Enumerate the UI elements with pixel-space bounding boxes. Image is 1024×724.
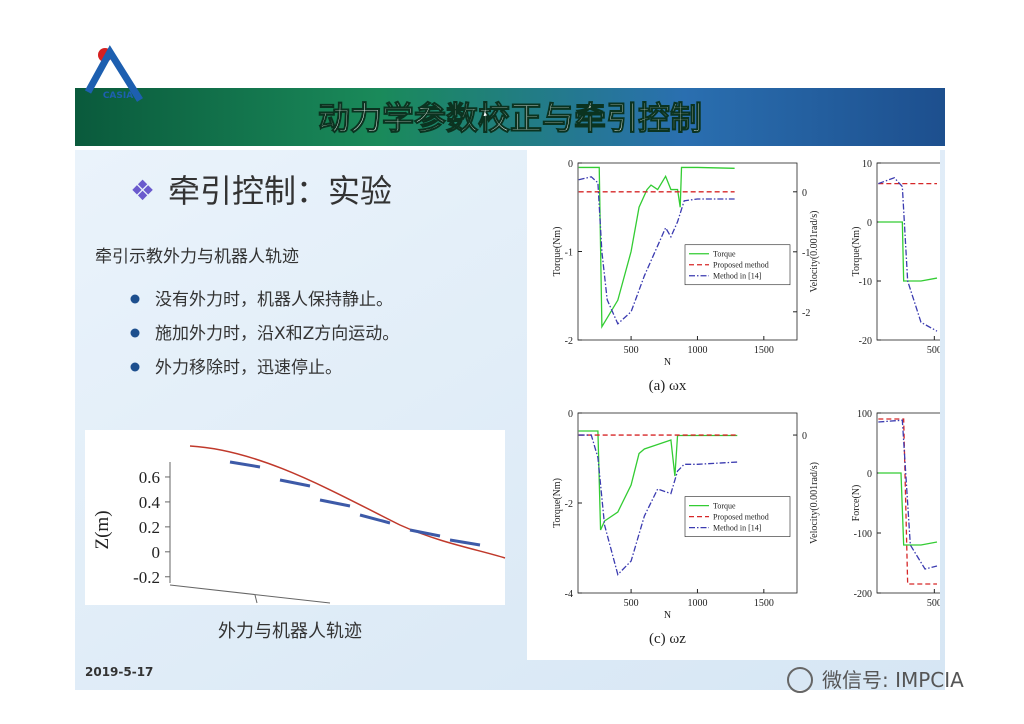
y2-tick-label: -1 [802,248,810,259]
trajectory-illustration [169,445,506,604]
series-line [878,418,937,585]
x-tick-label: 500 [927,345,942,356]
y-axis-label: Torque(Nm) [552,227,563,277]
series-line [878,472,938,546]
y-tick-label: 10 [862,159,872,170]
figure-axes: -0.2 0 0.2 0.4 0.6 Z(m) [92,462,171,587]
y2-tick-label: 0 [802,431,807,442]
series-line [878,176,938,332]
figure-caption: 外力与机器人轨迹 [218,621,362,642]
y2-tick-label: 0 [802,188,807,199]
y-tick-label: -200 [854,589,872,600]
caption: (a) ωx [649,378,687,394]
x-tick-label: 1000 [687,598,707,609]
y-tick-label: 0 [568,159,573,170]
series-line [578,434,738,576]
x-tick-label: 1000 [687,345,707,356]
slide-title: 动力学参数校正与牵引控制 [318,99,702,137]
section-icon: ❖ [130,174,155,207]
series-line [578,166,735,330]
y2-tick-label: -2 [802,308,810,319]
title-band [75,88,945,146]
series-line [878,419,938,570]
series-line [578,176,735,325]
legend-label: Proposed method [713,261,769,270]
y2-axis-label: Velocity(0.001rad/s) [809,462,820,544]
x-tick-label: 1500 [754,598,774,609]
y-tick-label: -10 [859,277,872,288]
plot-frame [876,162,940,341]
y-axis-label: Force(N) [851,485,862,522]
x-axis-label: N [664,357,671,368]
x-tick-label: 500 [927,598,942,609]
y-tick-label: 100 [857,409,872,420]
legend-box [684,244,791,286]
y-axis-label: Torque(Nm) [552,478,563,528]
y-tick-label: -4 [565,589,573,600]
bullet-text: 施加外力时，沿X和Z方向运动。 [155,324,399,344]
y-tick-label: -20 [859,336,872,347]
series-line [878,221,938,282]
bullet-text: 没有外力时，机器人保持静止。 [155,290,393,310]
caption: (c) ωz [649,631,686,647]
y-tick-label: 0.6 [139,468,160,487]
y-tick-label: 0.4 [139,493,161,512]
figure-bg [85,430,505,605]
date: 2019-5-17 [85,665,153,679]
y-tick-label: -2 [565,336,573,347]
x-tick-label: 1500 [754,345,774,356]
legend-label: Proposed method [713,513,769,522]
y-tick-label: -100 [854,529,872,540]
bullet-text: 外力移除时，迅速停止。 [155,358,342,378]
bullet-dot [130,328,140,338]
legend-label: Torque [713,502,736,511]
x-tick-label: 500 [624,598,639,609]
y-axis-label: Torque(Nm) [851,227,862,277]
y-tick-label: 0.2 [139,518,160,537]
legend-label: Torque [713,250,736,259]
y-tick-label: -2 [565,499,573,510]
y-tick-label: 0 [867,469,872,480]
legend-label: Method in [14] [713,524,762,533]
y2-axis-label: Velocity(0.001rad/s) [809,211,820,293]
legend-box [684,496,791,537]
subtitle: 牵引示教外力与机器人轨迹 [95,247,299,267]
bullet-dot [130,362,140,372]
watermark-text: 微信号: IMPCIA [822,668,964,692]
x-axis-label: N [664,610,671,621]
chart: -4 -2 0 0 500 1000 1500 Torque(Nm) Velocity(0.00… [552,409,820,647]
bullet-dot [130,294,140,304]
y-tick-label: -1 [565,248,573,259]
x-tick-label: 500 [624,345,639,356]
logo: CASIA [84,45,143,102]
chart: -2 -1 0 -2 -1 0 500 1000 1500 Torque(Nm) Velocity(… [552,159,820,394]
plot-frame [876,412,940,594]
bullet-list: 没有外力时，机器人保持静止。施加外力时，沿X和Z方向运动。外力移除时，迅速停止。 [130,290,399,378]
series-line [578,430,738,531]
y-tick-label: 0 [152,543,161,562]
y-tick-label: 0 [867,218,872,229]
y-tick-label: -0.2 [133,568,160,587]
legend-label: Method in [14] [713,272,762,281]
chart: -200 -100 0 100 500 Force(N) [851,409,942,609]
chart-panel [527,150,940,660]
logo-text: CASIA [103,91,133,101]
chart: -20 -10 0 10 500 Torque(Nm) [851,159,942,356]
watermark: 微信号: IMPCIA [787,667,964,693]
y-tick-label: 0 [568,409,573,420]
y-axis-label: Z(m) [92,510,113,549]
section-title: 牵引控制：实验 [168,172,392,210]
